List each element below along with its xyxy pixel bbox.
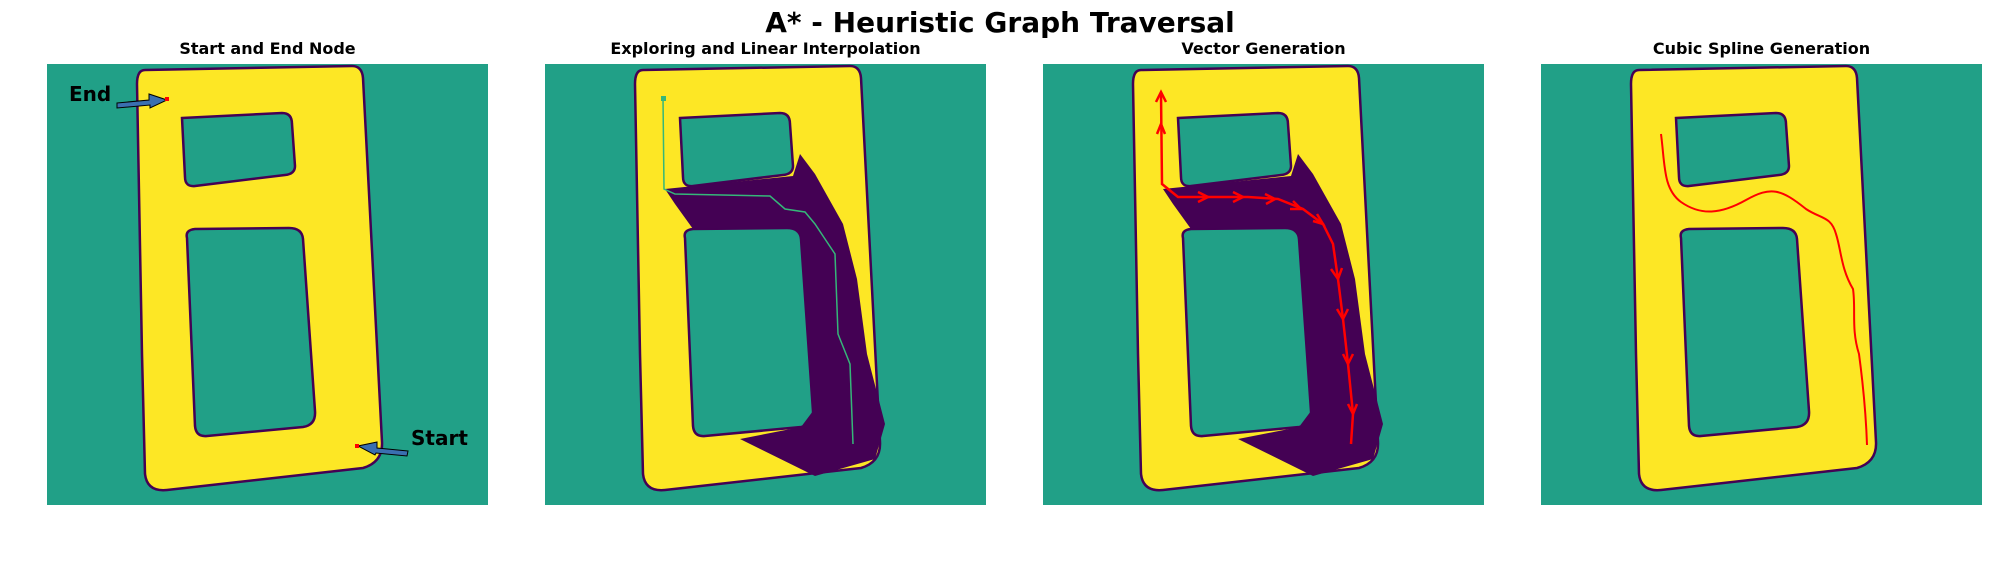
start-node-marker (355, 444, 359, 448)
panel-title-vector: Vector Generation (1181, 39, 1346, 58)
occupancy-map (47, 64, 488, 505)
end-label: End (69, 82, 112, 106)
end-node-marker (165, 97, 169, 101)
occupancy-map (1541, 64, 1982, 505)
end-node-marker (661, 96, 666, 101)
track-region (1629, 64, 1878, 492)
occupancy-map (545, 64, 986, 505)
panel-title-start-end: Start and End Node (179, 39, 356, 58)
linear-interpolation-path (662, 97, 854, 445)
panel-title-exploring: Exploring and Linear Interpolation (610, 39, 921, 58)
panel-vector-generation (1043, 64, 1484, 505)
panel-exploring-linear-interpolation (545, 64, 986, 505)
cubic-spline-path (1660, 133, 1868, 446)
start-label: Start (411, 426, 468, 450)
panel-cubic-spline-generation (1541, 64, 1982, 505)
track-region (135, 64, 384, 492)
occupancy-map (1043, 64, 1484, 505)
start-arrow-icon (356, 441, 409, 457)
direction-vectors (1154, 89, 1359, 445)
figure-title: A* - Heuristic Graph Traversal (765, 6, 1235, 39)
panel-title-spline: Cubic Spline Generation (1652, 39, 1871, 58)
panel-start-end-node: End Start (47, 64, 488, 505)
explored-region (665, 154, 885, 476)
end-arrow-icon (116, 93, 169, 109)
